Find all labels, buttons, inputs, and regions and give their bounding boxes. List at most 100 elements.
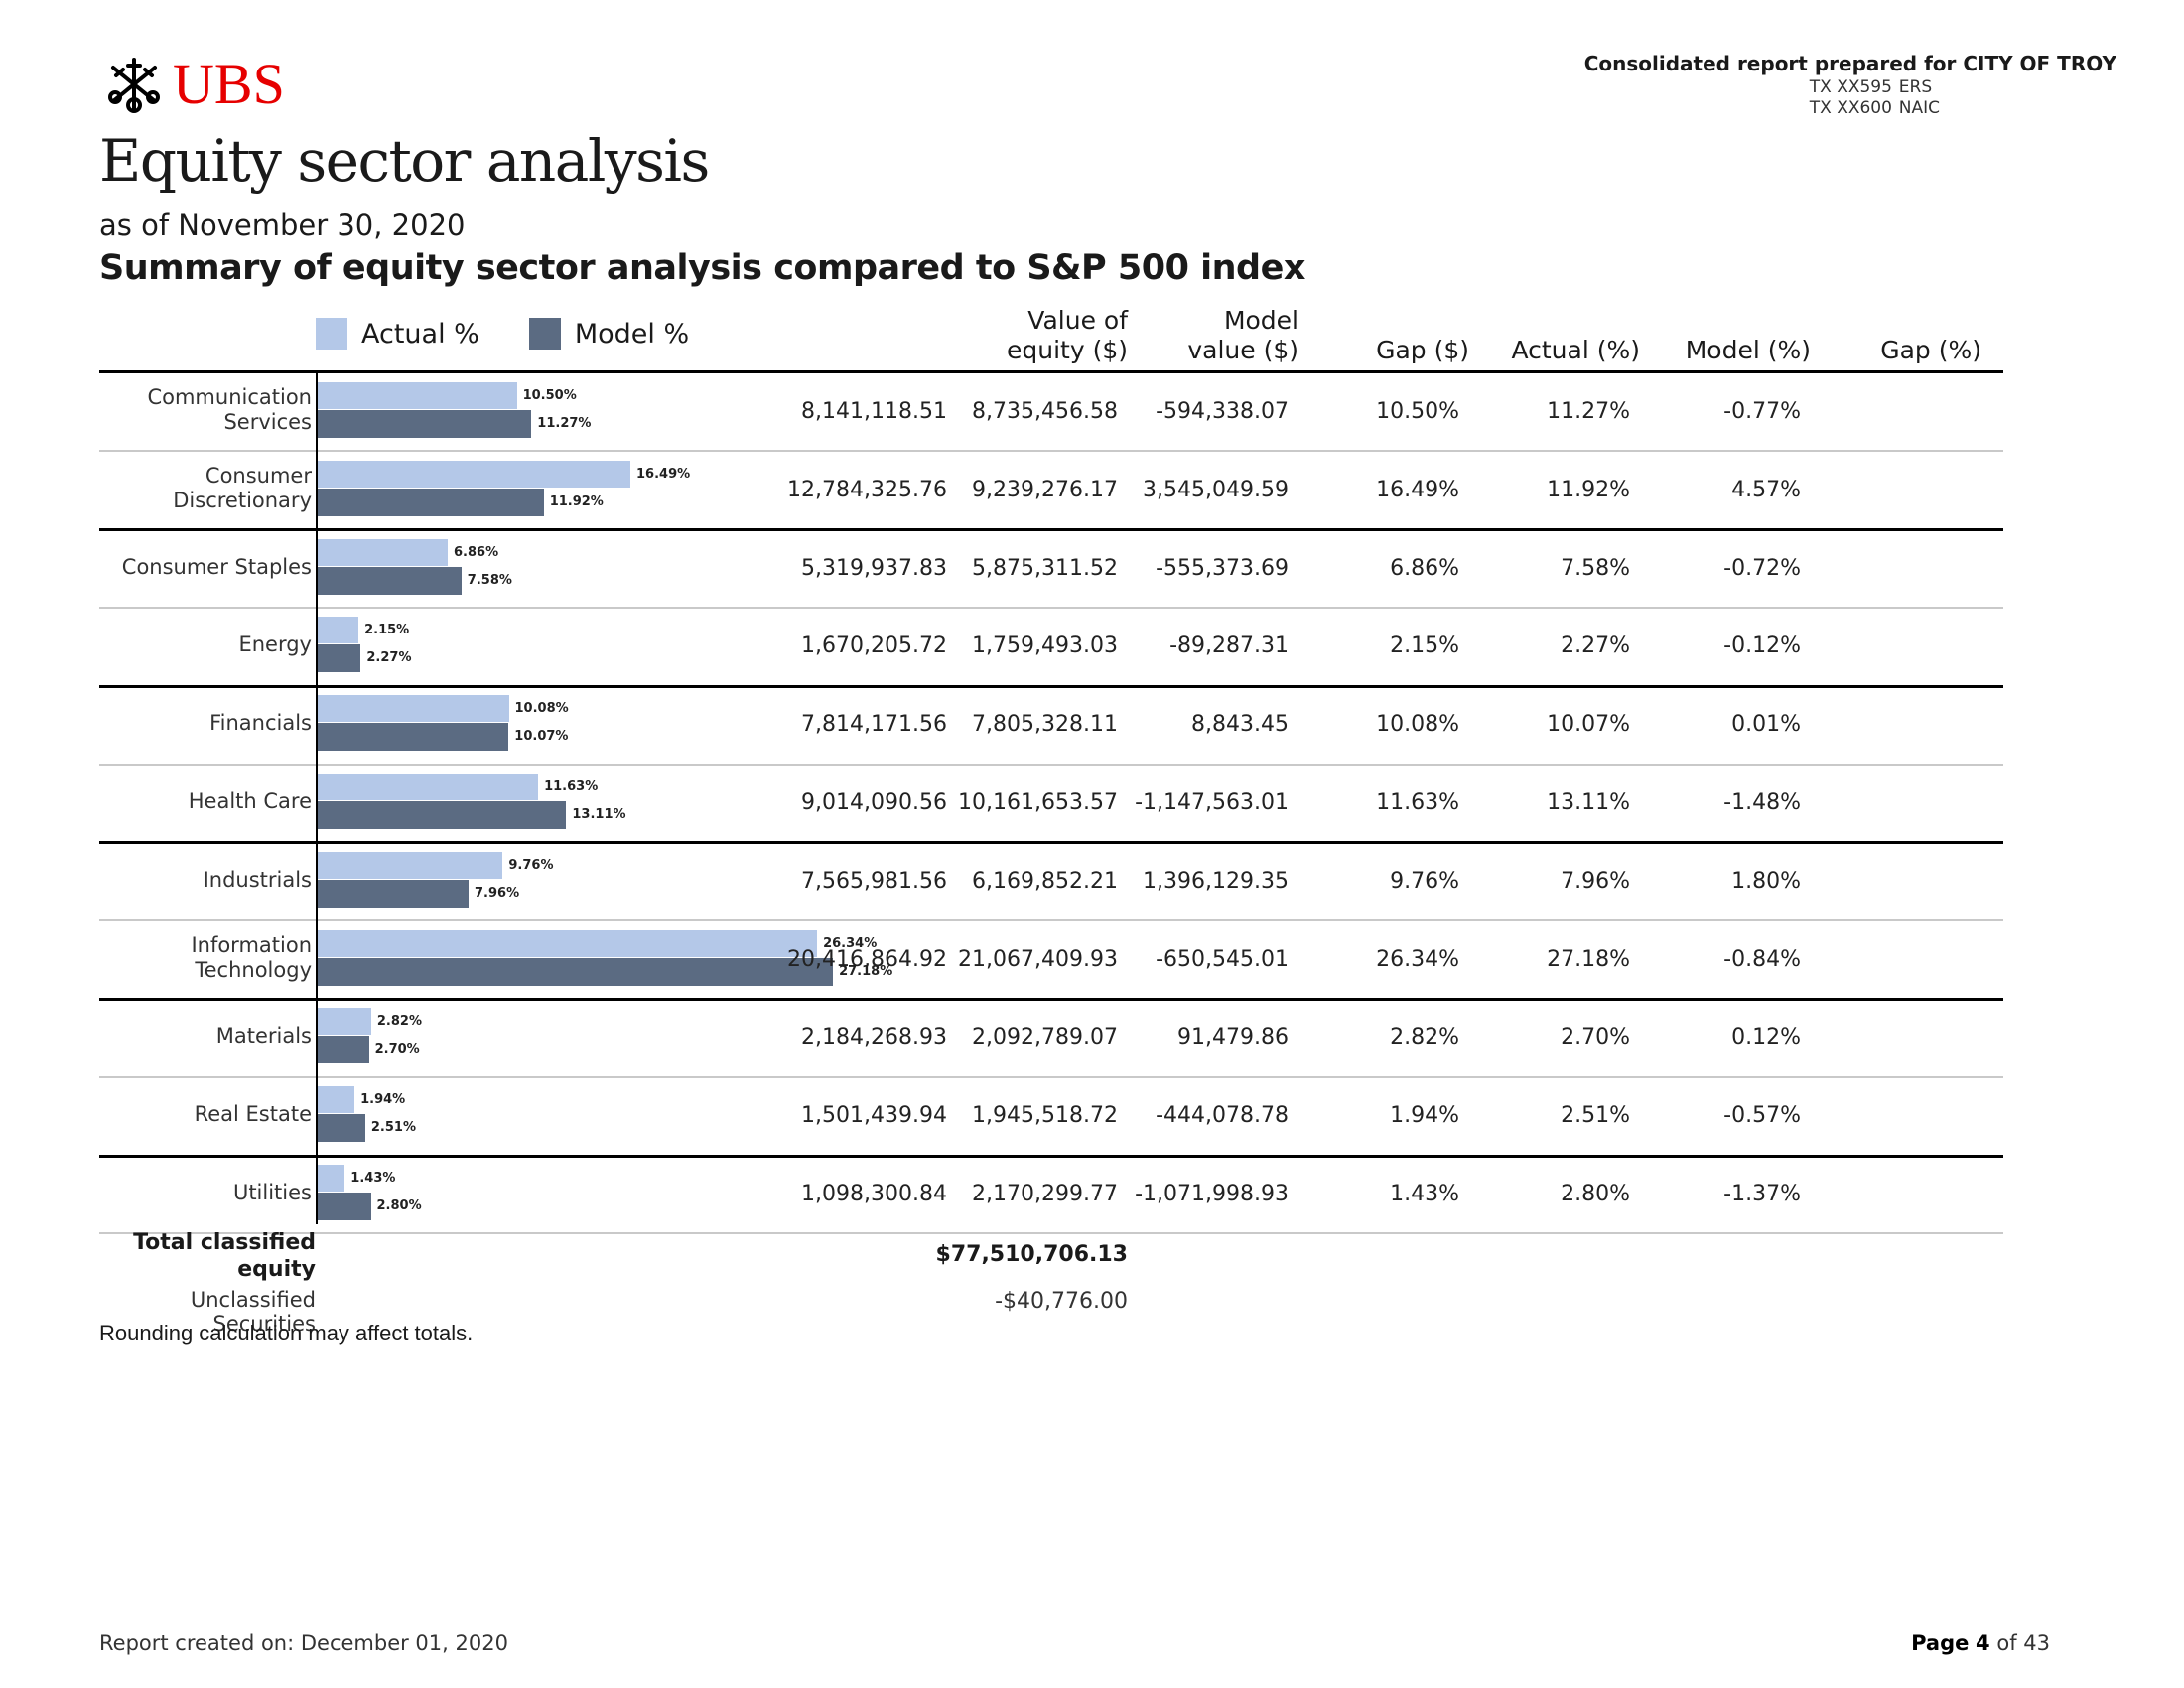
sector-label-line: Information: [191, 932, 312, 957]
bar-actual: [318, 1165, 345, 1192]
account-type: NAIC: [1898, 98, 1940, 118]
sector-label: Financials: [99, 711, 312, 736]
row-divider: [99, 528, 2003, 532]
report-header: Consolidated report prepared for CITY OF…: [1584, 52, 2116, 75]
gap-dollar-cell: -89,287.31: [1169, 633, 1289, 659]
model-pct-cell: 2.80%: [1561, 1182, 1630, 1206]
model-pct-cell: 2.51%: [1561, 1103, 1630, 1129]
sector-label-line: Financials: [209, 711, 312, 736]
total-classified-label: Total classified equity: [133, 1230, 316, 1282]
value-of-equity-cell: 9,014,090.56: [801, 790, 947, 815]
actual-pct-cell: 2.15%: [1390, 633, 1459, 659]
section-subtitle: Summary of equity sector analysis compar…: [99, 248, 1305, 288]
bar-label-actual: 2.15%: [364, 623, 410, 638]
bar-model: [318, 410, 532, 438]
bar-label-model: 27.18%: [839, 963, 893, 979]
sector-label: Health Care: [99, 789, 312, 814]
model-value-cell: 9,239,276.17: [972, 477, 1118, 502]
gap-dollar-cell: -1,147,563.01: [1135, 790, 1289, 815]
gap-dollar-cell: 91,479.86: [1177, 1025, 1289, 1051]
gap-pct-cell: -0.77%: [1723, 399, 1801, 424]
sector-label: Information Technology: [99, 933, 312, 983]
bar-label-actual: 9.76%: [508, 857, 554, 873]
page-number: Page 4 of 43: [1911, 1631, 2050, 1655]
gap-pct-cell: -0.57%: [1723, 1103, 1801, 1129]
column-header-model-value: Model value ($): [1187, 306, 1298, 364]
page-total: of 43: [1996, 1631, 2050, 1655]
model-pct-cell: 7.58%: [1561, 555, 1630, 581]
sector-label: Utilities: [99, 1181, 312, 1205]
model-value-cell: 10,161,653.57: [958, 790, 1118, 815]
row-divider: [99, 1154, 2003, 1158]
model-value-cell: 1,759,493.03: [972, 633, 1118, 659]
sector-label: Materials: [99, 1024, 312, 1049]
unclassified-label: Unclassified Securities: [190, 1288, 316, 1336]
gap-pct-cell: 0.01%: [1731, 712, 1801, 738]
rounding-note: Rounding calculation may affect totals.: [99, 1321, 474, 1345]
value-of-equity-cell: 7,565,981.56: [801, 868, 947, 894]
legend-label-actual: Actual %: [361, 318, 479, 350]
sector-label: Energy: [99, 633, 312, 657]
gap-pct-cell: -0.84%: [1723, 946, 1801, 972]
row-divider: [99, 1075, 2003, 1078]
bar-actual: [318, 929, 818, 957]
ubs-logo: UBS: [103, 54, 285, 115]
page-current: 4: [1976, 1631, 1990, 1655]
bar-model: [318, 1193, 371, 1220]
gap-dollar-cell: -1,071,998.93: [1135, 1182, 1289, 1206]
legend-swatch-model: [528, 318, 561, 350]
bar-label-model: 2.70%: [374, 1042, 420, 1057]
value-of-equity-cell: 12,784,325.76: [787, 477, 947, 502]
column-header-value: Value of equity ($): [1007, 306, 1128, 364]
sector-label: Real Estate: [99, 1102, 312, 1127]
actual-pct-cell: 1.43%: [1390, 1182, 1459, 1206]
gap-dollar-cell: -555,373.69: [1156, 555, 1289, 581]
row-divider: [99, 841, 2003, 845]
account-code: TX XX595: [1809, 77, 1892, 97]
bar-actual: [318, 1008, 371, 1036]
bar-label-actual: 26.34%: [823, 935, 878, 951]
table-row: Energy 2.15% 2.27% 1,670,205.72 1,759,493.03…: [99, 608, 2003, 684]
row-divider: [99, 997, 2003, 1001]
table-row: Health Care 11.63% 13.11% 9,014,090.56 10,16…: [99, 765, 2003, 841]
value-of-equity-cell: 2,184,268.93: [801, 1025, 947, 1051]
gap-pct-cell: -1.37%: [1723, 1182, 1801, 1206]
model-value-cell: 2,092,789.07: [972, 1025, 1118, 1051]
table-row: Industrials 9.76% 7.96% 7,565,981.56 6,169,8…: [99, 843, 2003, 919]
model-pct-cell: 11.27%: [1547, 399, 1630, 424]
gap-pct-cell: -0.72%: [1723, 555, 1801, 581]
bar-label-model: 7.58%: [467, 572, 512, 588]
model-pct-cell: 13.11%: [1547, 790, 1630, 815]
sector-label-line: Consumer: [205, 463, 312, 488]
sector-label-line: Health Care: [188, 789, 312, 813]
actual-pct-cell: 26.34%: [1376, 946, 1459, 972]
model-pct-cell: 2.70%: [1561, 1025, 1630, 1051]
table-row: Utilities 1.43% 2.80% 1,098,300.84 2,170,299…: [99, 1156, 2003, 1232]
sector-label: Industrials: [99, 868, 312, 893]
column-header-model-pct: Model (%): [1685, 336, 1811, 364]
row-divider: [99, 919, 2003, 922]
bar-label-model: 11.92%: [549, 493, 604, 509]
model-value-cell: 1,945,518.72: [972, 1103, 1118, 1129]
bar-actual: [318, 382, 517, 409]
bar-actual: [318, 774, 539, 800]
bar-label-actual: 10.08%: [514, 701, 569, 717]
gap-pct-cell: 0.12%: [1731, 1025, 1801, 1051]
sector-label-line: Technology: [195, 957, 312, 982]
bar-label-actual: 10.50%: [522, 388, 577, 403]
table-row: Communication Services 10.50% 11.27% 8,141,1…: [99, 373, 2003, 450]
bar-model: [318, 566, 462, 595]
bar-model: [318, 1036, 369, 1064]
bar-label-model: 13.11%: [572, 807, 626, 822]
sector-label-line: Consumer Staples: [121, 554, 312, 579]
bar-label-actual: 2.82%: [376, 1014, 422, 1030]
bar-actual: [318, 460, 630, 488]
bar-actual: [318, 538, 448, 566]
report-created-date: Report created on: December 01, 2020: [99, 1631, 508, 1655]
account-line: TX XX600 NAIC: [1810, 98, 1940, 119]
model-value-cell: 6,169,852.21: [972, 868, 1118, 894]
sector-label-line: Real Estate: [194, 1102, 312, 1127]
sector-label-line: Utilities: [232, 1181, 312, 1204]
unclassified-value: -$40,776.00: [995, 1289, 1128, 1314]
sector-label-line: Energy: [238, 633, 312, 657]
